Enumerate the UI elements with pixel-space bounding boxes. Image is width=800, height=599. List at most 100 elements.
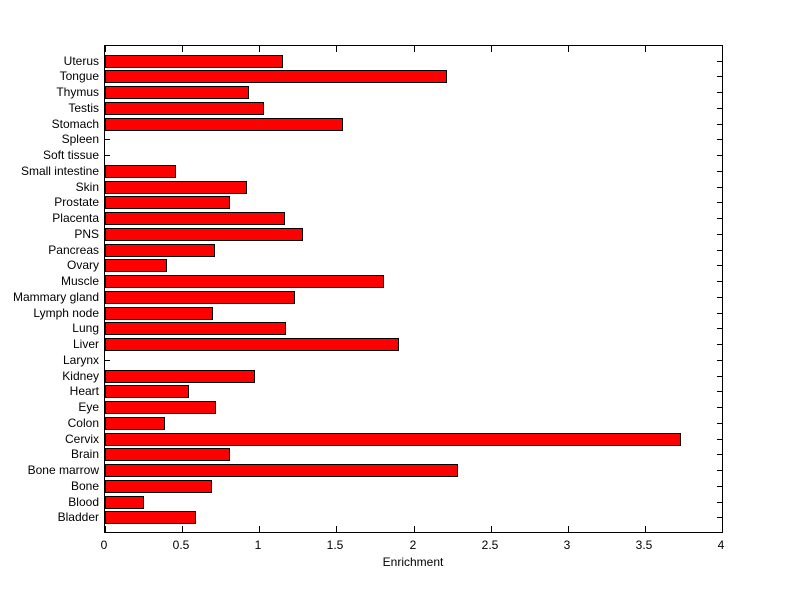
bar-mammary-gland xyxy=(105,291,295,304)
bar-liver xyxy=(105,338,399,351)
y-axis-label-blood: Blood xyxy=(68,495,99,509)
y-axis-label-bone: Bone xyxy=(70,479,99,493)
x-tick-bottom xyxy=(491,526,492,532)
y-axis-label-soft-tissue: Soft tissue xyxy=(42,148,99,162)
y-tick-right xyxy=(717,234,722,235)
y-axis-label-muscle: Muscle xyxy=(60,274,99,288)
y-axis-label-lung: Lung xyxy=(72,321,99,335)
y-axis-label-placenta: Placenta xyxy=(52,211,99,225)
bar-pancreas xyxy=(105,244,215,257)
y-axis-label-heart: Heart xyxy=(69,384,99,398)
bar-prostate xyxy=(105,196,230,209)
x-tick-label: 2.5 xyxy=(481,538,499,552)
bar-colon xyxy=(105,417,165,430)
y-axis-label-pns: PNS xyxy=(74,227,99,241)
x-tick-bottom xyxy=(105,526,106,532)
x-tick-top xyxy=(336,46,337,52)
bar-thymus xyxy=(105,86,249,99)
y-axis-label-mammary-gland: Mammary gland xyxy=(12,290,99,304)
x-tick-top xyxy=(491,46,492,52)
x-tick-label: 0 xyxy=(100,538,108,552)
y-axis-label-bone-marrow: Bone marrow xyxy=(27,463,99,477)
y-tick-right xyxy=(717,171,722,172)
y-tick-right xyxy=(717,454,722,455)
bar-brain xyxy=(105,448,230,461)
y-axis-label-uterus: Uterus xyxy=(63,54,99,68)
bar-kidney xyxy=(105,370,255,383)
y-tick-right xyxy=(717,344,722,345)
bar-stomach xyxy=(105,118,343,131)
y-tick-right xyxy=(717,187,722,188)
y-axis-label-cervix: Cervix xyxy=(64,432,99,446)
y-axis-label-testis: Testis xyxy=(68,101,99,115)
x-tick-label: 4 xyxy=(717,538,725,552)
y-axis-label-brain: Brain xyxy=(70,447,99,461)
x-tick-bottom xyxy=(414,526,415,532)
x-tick-label: 1 xyxy=(254,538,262,552)
y-tick-right xyxy=(717,313,722,314)
x-tick-top xyxy=(105,46,106,52)
x-tick-top xyxy=(645,46,646,52)
y-axis-label-tongue: Tongue xyxy=(59,69,99,83)
bar-lymph-node xyxy=(105,307,213,320)
bar-heart xyxy=(105,385,189,398)
bar-bone-marrow xyxy=(105,464,458,477)
y-axis-label-stomach: Stomach xyxy=(51,117,99,131)
y-axis-label-thymus: Thymus xyxy=(56,85,99,99)
y-axis-label-pancreas: Pancreas xyxy=(48,243,99,257)
y-tick-right xyxy=(717,108,722,109)
y-axis-label-eye: Eye xyxy=(78,400,99,414)
y-tick-right xyxy=(717,202,722,203)
y-tick-right xyxy=(717,124,722,125)
bar-cervix xyxy=(105,433,681,446)
y-axis-label-bladder: Bladder xyxy=(57,510,99,524)
y-axis-label-small-intestine: Small intestine xyxy=(20,164,99,178)
y-axis-label-kidney: Kidney xyxy=(62,369,99,383)
y-tick-right xyxy=(717,61,722,62)
y-tick-right xyxy=(717,250,722,251)
x-tick-label: 3.5 xyxy=(635,538,653,552)
x-tick-bottom xyxy=(568,526,569,532)
y-tick-right xyxy=(717,423,722,424)
y-tick-left xyxy=(105,155,110,156)
x-tick-label: 2 xyxy=(409,538,417,552)
y-tick-right xyxy=(717,407,722,408)
y-axis-label-larynx: Larynx xyxy=(62,353,99,367)
x-tick-top xyxy=(722,46,723,52)
x-axis-label: Enrichment xyxy=(382,555,444,569)
y-tick-right xyxy=(717,328,722,329)
bar-blood xyxy=(105,496,144,509)
bar-bone xyxy=(105,480,212,493)
y-tick-right xyxy=(717,76,722,77)
bar-small-intestine xyxy=(105,165,176,178)
y-tick-right xyxy=(717,139,722,140)
y-tick-right xyxy=(717,297,722,298)
y-axis-label-liver: Liver xyxy=(72,337,99,351)
x-tick-bottom xyxy=(182,526,183,532)
y-axis-label-colon: Colon xyxy=(67,416,99,430)
y-tick-right xyxy=(717,502,722,503)
bar-uterus xyxy=(105,55,283,68)
y-axis-label-lymph-node: Lymph node xyxy=(33,306,99,320)
x-tick-label: 3 xyxy=(563,538,571,552)
y-tick-right xyxy=(717,218,722,219)
y-tick-right xyxy=(717,517,722,518)
y-tick-right xyxy=(717,376,722,377)
y-axis-label-prostate: Prostate xyxy=(54,195,99,209)
y-tick-left xyxy=(105,139,110,140)
y-tick-right xyxy=(717,155,722,156)
x-tick-bottom xyxy=(336,526,337,532)
x-tick-top xyxy=(414,46,415,52)
bar-eye xyxy=(105,401,216,414)
x-tick-top xyxy=(182,46,183,52)
x-tick-label: 0.5 xyxy=(172,538,190,552)
y-axis-label-spleen: Spleen xyxy=(61,132,99,146)
bar-skin xyxy=(105,181,247,194)
y-tick-right xyxy=(717,391,722,392)
y-tick-left xyxy=(105,360,110,361)
bar-tongue xyxy=(105,70,447,83)
y-tick-right xyxy=(717,470,722,471)
bar-muscle xyxy=(105,275,384,288)
y-tick-right xyxy=(717,265,722,266)
x-tick-bottom xyxy=(259,526,260,532)
